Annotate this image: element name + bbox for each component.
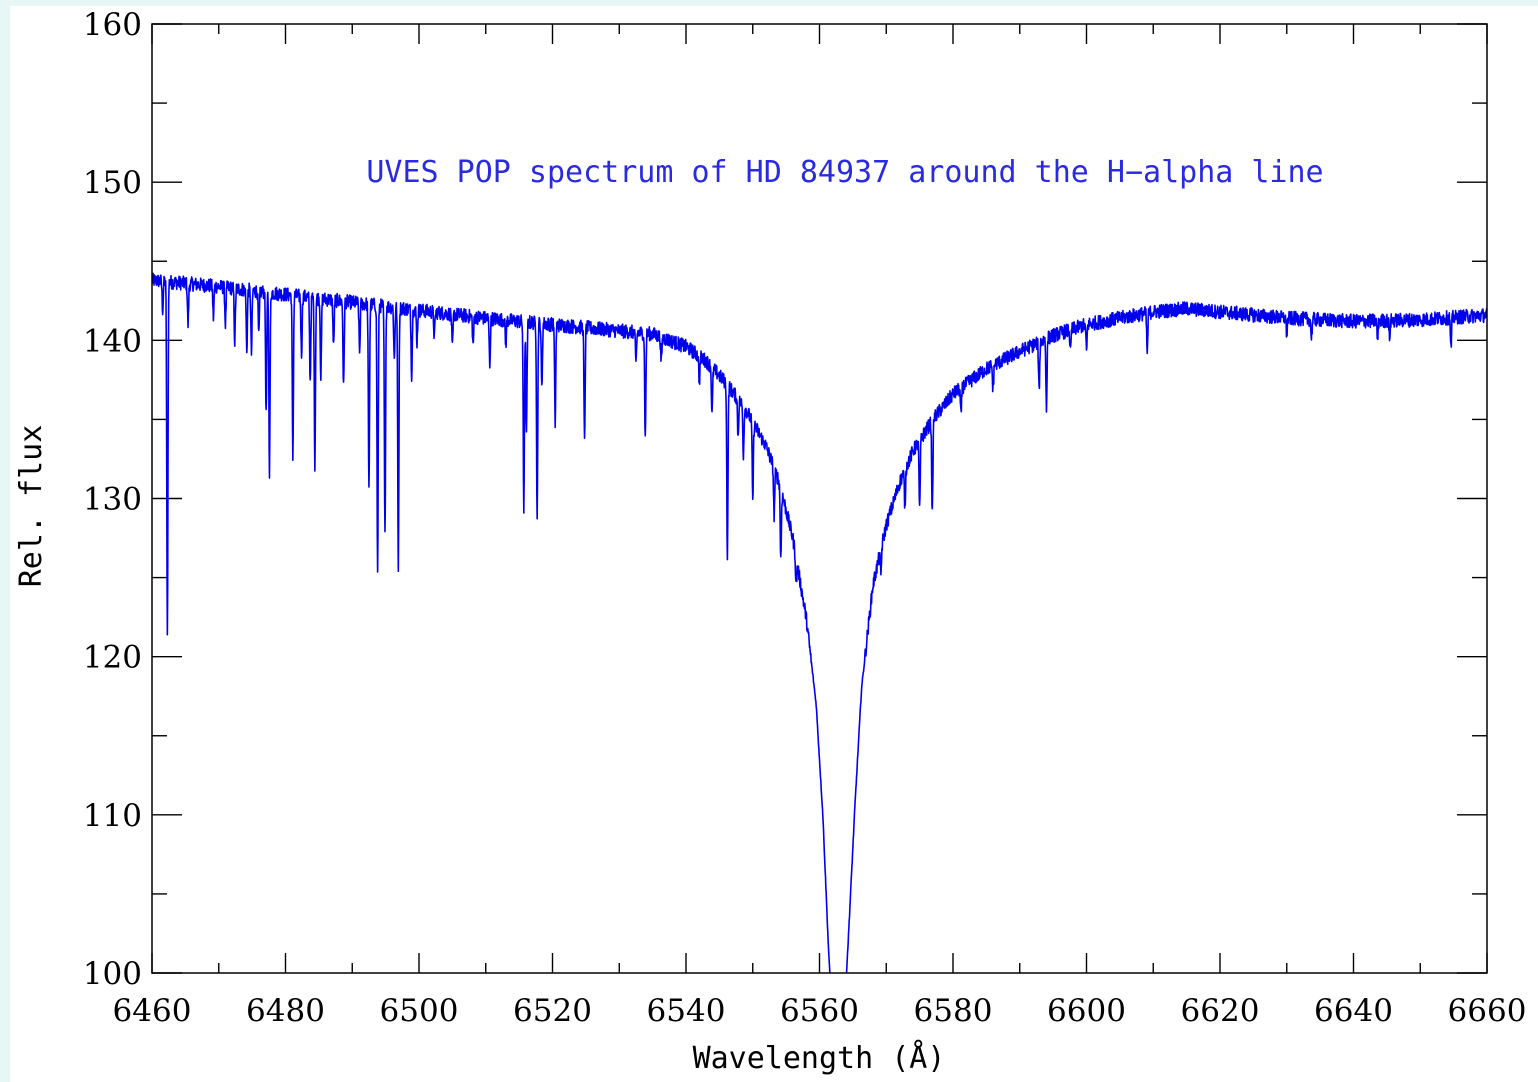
x-tick-label: 6500 [380,993,459,1029]
y-tick-label: 150 [83,165,142,201]
x-tick-label: 6460 [113,993,192,1029]
x-tick-label: 6660 [1448,993,1527,1029]
y-tick-label: 130 [83,482,142,518]
y-tick-label: 140 [83,323,142,359]
x-tick-label: 6560 [780,993,859,1029]
tick-labels: 6460 6480 6500 6520 6540 6560 6580 6600 6620 6640… [83,7,1527,1029]
x-tick-label: 6640 [1314,993,1393,1029]
y-tick-label: 120 [83,640,142,676]
spectrum-chart: 6460 6480 6500 6520 6540 6560 6580 6600 6620 6640… [14,7,1527,1076]
y-tick-label: 110 [83,798,142,834]
axis-ticks [151,23,1488,974]
x-tick-label: 6620 [1181,993,1260,1029]
y-tick-label: 160 [83,7,142,43]
x-tick-label: 6520 [513,993,592,1029]
x-tick-label: 6580 [914,993,993,1029]
x-tick-label: 6480 [246,993,325,1029]
y-axis-title: Rel. flux [14,425,49,588]
spectrum-line [152,272,1487,973]
plot-frame [151,23,1488,974]
chart-panel: 6460 6480 6500 6520 6540 6560 6580 6600 6620 6640… [10,6,1538,1082]
x-tick-label: 6540 [647,993,726,1029]
y-tick-label: 100 [83,956,142,992]
chart-title: UVES POP spectrum of HD 84937 around the… [366,155,1323,190]
x-axis-title: Wavelength (Å) [693,1040,946,1076]
x-tick-label: 6600 [1047,993,1126,1029]
